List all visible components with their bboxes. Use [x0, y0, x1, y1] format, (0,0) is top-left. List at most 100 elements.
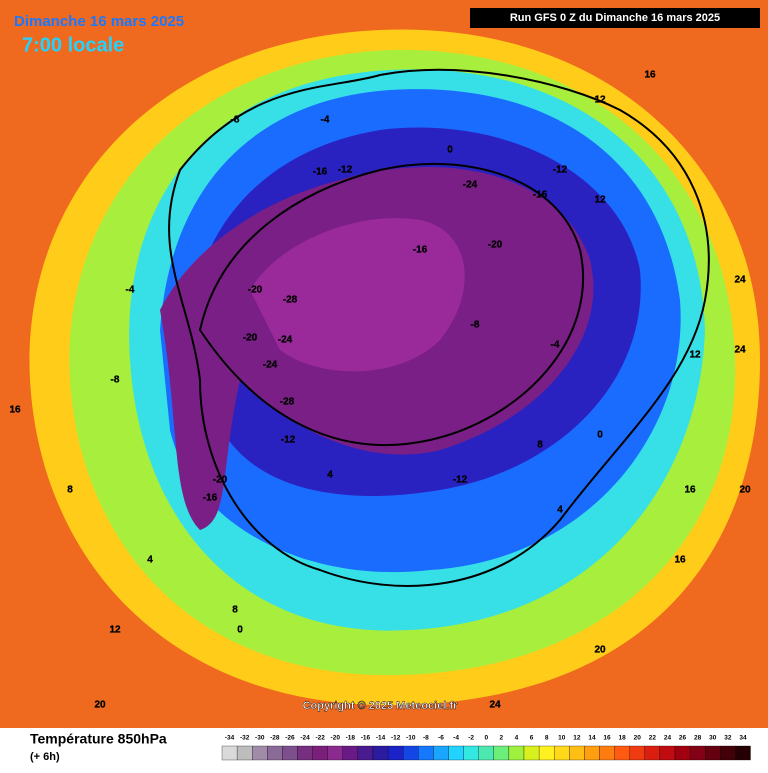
colorbar-swatch: [523, 745, 540, 761]
colorbar-swatch: [629, 745, 645, 761]
contour-label: 0: [597, 430, 603, 441]
colorbar-tick-label: -8: [423, 735, 429, 742]
colorbar-swatch: [569, 745, 585, 761]
colorbar-tick-label: 18: [619, 735, 627, 742]
colorbar-tick-label: 12: [573, 735, 581, 742]
contour-label: 16: [674, 555, 686, 566]
colorbar-swatch: [327, 745, 343, 761]
contour-label: 16: [9, 405, 21, 416]
colorbar-tick-label: -2: [468, 735, 474, 742]
colorbar-tick-label: 20: [634, 735, 642, 742]
copyright: Copyright © 2025 Meteociel.fr: [303, 700, 459, 712]
contour-labels: -20-24-28-16 -12-8 -404812162024-24-20-16-…: [9, 69, 751, 711]
colorbar-swatch: [448, 745, 464, 761]
run-info: Run GFS 0 Z du Dimanche 16 mars 2025: [510, 12, 720, 24]
contour-label: -16: [413, 245, 428, 256]
colorbar-tick-label: -24: [300, 735, 310, 742]
contours: [168, 68, 710, 587]
colorbar-tick-label: 30: [709, 735, 717, 742]
contour-label: -8: [231, 115, 240, 126]
contour-label: 16: [684, 485, 696, 496]
colorbar-tick-label: -20: [331, 735, 341, 742]
contour-label: -28: [280, 397, 295, 408]
colorbar-swatch: [614, 745, 630, 761]
contour-label: 12: [594, 195, 606, 206]
contour-label: -4: [321, 115, 330, 126]
colorbar-swatch: [659, 745, 676, 761]
colorbar-swatch: [508, 745, 525, 761]
colorbar-tick-label: -30: [255, 735, 265, 742]
colorbar-swatch: [357, 745, 374, 761]
colorbar-tick-label: 14: [588, 735, 596, 742]
colorbar-swatch: [705, 745, 721, 761]
colorbar-tick-label: -12: [391, 735, 401, 742]
contour-label: -4: [126, 285, 135, 296]
colorbar-swatch: [236, 745, 253, 761]
colorbar-swatch: [282, 745, 298, 761]
colorbar-tick-label: -26: [285, 735, 295, 742]
colorbar-swatch: [478, 745, 494, 761]
legend-title: Température 850hPa: [30, 731, 167, 747]
colorbar-swatch: [221, 745, 238, 761]
contour-label: 8: [67, 485, 73, 496]
colorbar-tick-label: -4: [453, 735, 459, 742]
colorbar-tick-label: -6: [438, 735, 444, 742]
contour-label: -12: [281, 435, 296, 446]
colorbar-swatch: [538, 745, 555, 761]
contour-label: 4: [327, 470, 333, 481]
colorbar-tick-label: 8: [545, 735, 549, 742]
contour-label: 20: [94, 700, 106, 711]
colorbar-tick-label: 32: [724, 735, 732, 742]
colorbar-tick-label: 16: [603, 735, 611, 742]
contour-label: 20: [594, 645, 606, 656]
contour-label: 0: [447, 145, 453, 156]
colorbar-tick-label: 28: [694, 735, 702, 742]
contour-label: 24: [734, 345, 746, 356]
colorbar-swatch: [599, 745, 615, 761]
contour-label: 24: [489, 700, 501, 711]
contour-label: 0: [237, 625, 243, 636]
colorbar-swatch: [372, 745, 389, 761]
contour-label: -16: [313, 167, 328, 178]
contour-label: -20: [243, 333, 258, 344]
colorbar-swatch: [342, 745, 359, 761]
contour-label: 12: [109, 625, 121, 636]
colorbar-swatch: [720, 745, 736, 761]
colorbar-tick-label: -32: [240, 735, 250, 742]
contour-label: -8: [471, 320, 480, 331]
contour-label: -12: [338, 165, 353, 176]
colorbar-tick-label: 0: [484, 735, 488, 742]
time: 7:00 locale: [22, 34, 124, 56]
contour-label: 4: [557, 505, 563, 516]
contour-label: 16: [644, 70, 656, 81]
contour-label: -20: [213, 475, 228, 486]
run-box: [470, 8, 760, 28]
colorbar-tick-label: 10: [558, 735, 566, 742]
colorbar-swatch: [252, 745, 268, 761]
date: Dimanche 16 mars 2025: [14, 13, 184, 30]
colorbar-tick-label: -34: [225, 735, 235, 742]
contour-label: -20: [488, 240, 503, 251]
colorbar-tick-label: -18: [346, 735, 356, 742]
contour-label: -12: [453, 475, 468, 486]
contour-label: 12: [594, 95, 606, 106]
colorbar-tick-label: 24: [664, 735, 672, 742]
colorbar-tick-label: -22: [315, 735, 325, 742]
colorbar-tick-label: -14: [376, 735, 386, 742]
contour-label: 20: [739, 485, 751, 496]
contour-label: -28: [283, 295, 298, 306]
colorbar-tick-label: 4: [515, 735, 519, 742]
contour-label: 24: [734, 275, 746, 286]
legend-subtitle: (+ 6h): [30, 751, 60, 763]
contour-label: -24: [278, 335, 293, 346]
contour-label: 12: [689, 350, 701, 361]
contour-label: -16: [533, 190, 548, 201]
colorbar-swatch: [267, 745, 283, 761]
colorbar-tick-label: 6: [530, 735, 534, 742]
contour-label: -20: [248, 285, 263, 296]
colorbar-swatch: [418, 745, 434, 761]
contour-label: 8: [537, 440, 543, 451]
colorbar-swatch: [493, 745, 510, 761]
